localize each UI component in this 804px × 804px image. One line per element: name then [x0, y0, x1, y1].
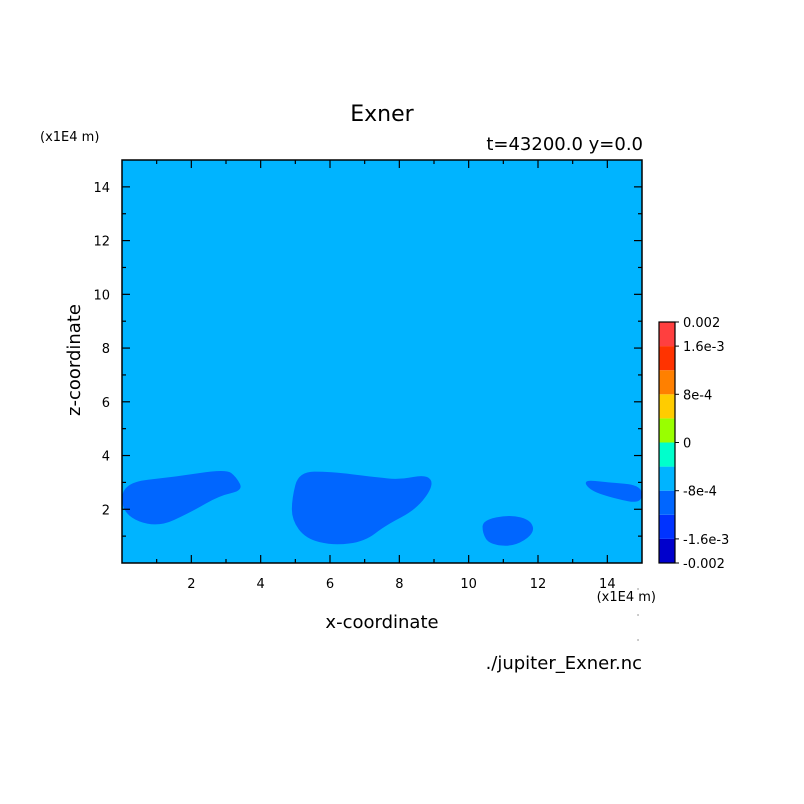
x-tick-label: 10 — [460, 577, 477, 592]
y-tick-label: 10 — [93, 288, 110, 303]
y-tick-label: 4 — [102, 450, 110, 465]
colorbar-swatch — [659, 538, 675, 563]
x-tick-label: 2 — [187, 577, 195, 592]
x-axis-label: x-coordinate — [325, 612, 438, 633]
contour-blob-low-right-edge — [585, 480, 642, 502]
colorbar-swatch — [659, 394, 675, 419]
x-tick-label: 6 — [326, 577, 334, 592]
colorbar-swatch — [659, 370, 675, 395]
colorbar-swatch — [659, 322, 675, 347]
chart-title: Exner — [350, 102, 414, 127]
colorbar-tick-label: -8e-4 — [683, 485, 717, 500]
x-tick-label: 12 — [530, 577, 547, 592]
colorbar-tick-label: 0.002 — [683, 316, 720, 331]
y-tick-label: 2 — [102, 503, 110, 518]
x-unit-label: (x1E4 m) — [597, 590, 656, 605]
y-unit-label: (x1E4 m) — [40, 130, 99, 145]
y-tick-label: 6 — [102, 396, 110, 411]
colorbar-tick-label: 0 — [683, 437, 691, 452]
contour-blob-low-center — [291, 471, 432, 545]
x-tick-label: 8 — [395, 577, 403, 592]
y-tick-label: 12 — [93, 235, 110, 250]
colorbar-tick-label: 8e-4 — [683, 388, 712, 403]
colorbar-tick-label: 1.6e-3 — [683, 340, 725, 355]
colorbar-swatch — [659, 442, 675, 467]
colorbar-swatch — [659, 490, 675, 515]
colorbar: 0.002 1.6e-3 8e-4 0 -8e-4 -1.6e-3 -0.002 — [658, 316, 729, 572]
contour-blob-low-right-bottom — [482, 515, 534, 546]
x-tick-label: 14 — [599, 577, 616, 592]
dot-marker: · — [637, 636, 640, 645]
colorbar-swatch — [659, 466, 675, 491]
source-filename: ./jupiter_Exner.nc — [486, 653, 642, 674]
y-tick-label: 14 — [93, 181, 110, 196]
plot-frame — [121, 159, 643, 564]
colorbar-swatch — [659, 346, 675, 371]
dot-marker: · — [637, 611, 640, 620]
plot-area — [122, 160, 642, 563]
chart-subtitle: t=43200.0 y=0.0 — [486, 134, 643, 155]
contour-band — [122, 160, 642, 563]
colorbar-tick-label: -0.002 — [683, 557, 725, 572]
axes: 2 4 6 8 10 12 14 2 4 6 8 10 12 14 — [93, 160, 642, 592]
dot-marker: · — [637, 585, 640, 594]
x-tick-label: 4 — [257, 577, 265, 592]
y-axis-label: z-coordinate — [64, 304, 85, 416]
y-tick-label: 8 — [102, 342, 110, 357]
colorbar-swatch — [659, 514, 675, 539]
contour-blob-low-left — [122, 470, 241, 525]
colorbar-tick-label: -1.6e-3 — [683, 533, 729, 548]
colorbar-swatch — [659, 418, 675, 443]
